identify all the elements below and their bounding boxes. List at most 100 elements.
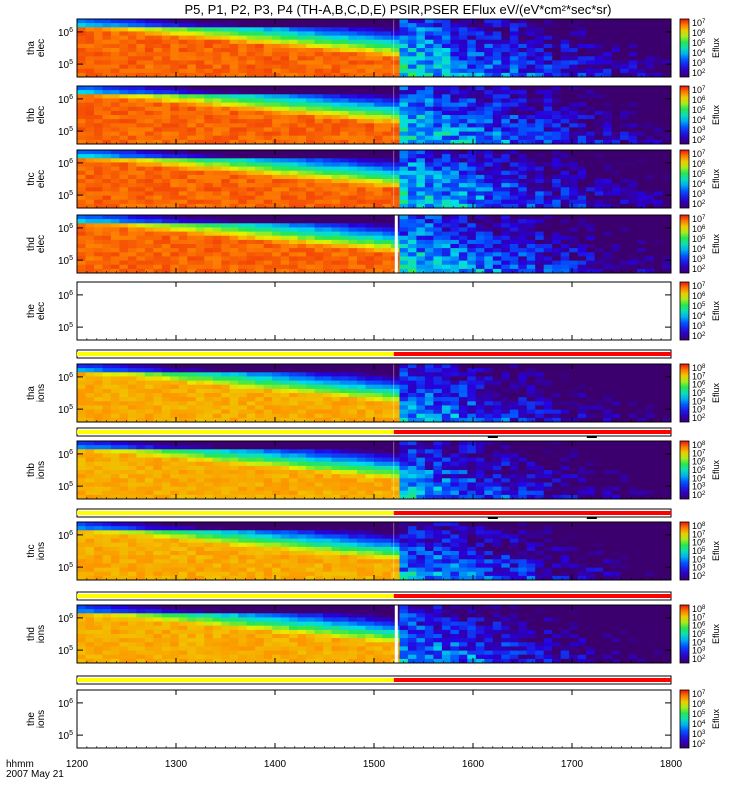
- heatmap-cell: [492, 119, 502, 124]
- heatmap-cell: [85, 223, 95, 228]
- heatmap-cell: [289, 235, 299, 241]
- heatmap-cell: [526, 158, 536, 163]
- heatmap-cell: [552, 139, 562, 144]
- heatmap-cell: [467, 264, 477, 270]
- heatmap-cell: [594, 23, 604, 28]
- heatmap-cell: [458, 139, 468, 144]
- heatmap-cell: [255, 268, 265, 273]
- heatmap-cell: [85, 86, 95, 91]
- heatmap-cell: [577, 174, 587, 180]
- heatmap-cell: [407, 150, 417, 155]
- heatmap-cell: [144, 260, 154, 266]
- heatmap-cell: [501, 56, 511, 61]
- heatmap-cell: [654, 110, 664, 116]
- heatmap-cell: [645, 174, 655, 180]
- heatmap-cell: [586, 191, 596, 197]
- heatmap-cell: [357, 23, 367, 28]
- heatmap-cell: [594, 235, 604, 241]
- heatmap-cell: [187, 158, 197, 163]
- heatmap-cell: [620, 183, 630, 188]
- heatmap-cell: [620, 35, 630, 41]
- heatmap-cell: [594, 183, 604, 188]
- heatmap-cell: [560, 183, 570, 188]
- heatmap-cell: [374, 191, 384, 197]
- heatmap-cell: [594, 102, 604, 108]
- heatmap-cell: [382, 372, 392, 377]
- heatmap-cell: [535, 115, 545, 120]
- heatmap-cell: [492, 60, 502, 66]
- heatmap-cell: [280, 60, 290, 66]
- heatmap-cell: [399, 219, 409, 224]
- heatmap-cell: [221, 102, 231, 108]
- heatmap-cell: [458, 94, 468, 99]
- heatmap-cell: [492, 27, 502, 32]
- heatmap-cell: [331, 239, 341, 245]
- heatmap-cell: [314, 364, 324, 369]
- heatmap-cell: [484, 98, 494, 104]
- heatmap-cell: [306, 115, 316, 120]
- heatmap-cell: [280, 139, 290, 144]
- heatmap-cell: [314, 72, 324, 77]
- heatmap-cell: [102, 256, 112, 262]
- heatmap-cell: [178, 409, 188, 415]
- heatmap-cell: [484, 52, 494, 57]
- heatmap-cell: [136, 60, 146, 66]
- heatmap-cell: [340, 372, 350, 377]
- heatmap-cell: [306, 393, 316, 398]
- heatmap-cell: [246, 115, 256, 120]
- heatmap-cell: [77, 244, 87, 249]
- heatmap-cell: [433, 162, 443, 168]
- heatmap-cell: [654, 68, 664, 74]
- heatmap-cell: [119, 252, 129, 257]
- y-tick-base: 10: [58, 95, 70, 106]
- heatmap-cell: [102, 417, 112, 422]
- y-axis-label: thbelec: [26, 106, 47, 124]
- heatmap-cell: [110, 364, 120, 369]
- heatmap-cell: [586, 119, 596, 124]
- heatmap-cell: [136, 154, 146, 159]
- heatmap-cell: [77, 39, 87, 45]
- heatmap-cell: [85, 52, 95, 57]
- heatmap-cell: [246, 19, 256, 24]
- heatmap-cell: [391, 94, 401, 99]
- heatmap-cell: [407, 115, 417, 120]
- heatmap-cell: [526, 86, 536, 91]
- heatmap-cell: [458, 191, 468, 197]
- heatmap-cell: [433, 199, 443, 205]
- heatmap-cell: [594, 123, 604, 128]
- heatmap-cell: [178, 376, 188, 382]
- heatmap-cell: [552, 170, 562, 176]
- heatmap-cell: [212, 162, 222, 168]
- heatmap-cell: [195, 179, 205, 184]
- heatmap-cell: [263, 405, 273, 411]
- heatmap-cell: [552, 195, 562, 201]
- heatmap-cell: [594, 162, 604, 168]
- heatmap-cell: [229, 131, 239, 137]
- colorbar-tick-exp: 3: [702, 190, 706, 196]
- heatmap-cell: [560, 264, 570, 270]
- heatmap-cell: [577, 23, 587, 28]
- heatmap-cell: [110, 174, 120, 180]
- heatmap-cell: [594, 64, 604, 70]
- heatmap-cell: [543, 56, 553, 61]
- heatmap-cell: [586, 260, 596, 266]
- heatmap-cell: [314, 158, 324, 163]
- heatmap-cell: [204, 98, 214, 104]
- heatmap-cell: [255, 384, 265, 390]
- heatmap-cell: [94, 380, 104, 386]
- heatmap-cell: [441, 179, 451, 184]
- heatmap-cell: [416, 268, 426, 273]
- heatmap-cell: [136, 102, 146, 108]
- heatmap-cell: [229, 64, 239, 70]
- heatmap-cell: [535, 68, 545, 74]
- heatmap-cell: [399, 60, 409, 66]
- heatmap-cell: [187, 135, 197, 141]
- heatmap-cell: [136, 231, 146, 237]
- heatmap-cell: [280, 227, 290, 233]
- colorbar-tick-exp: 7: [702, 215, 706, 221]
- heatmap-cell: [161, 154, 171, 159]
- heatmap-cell: [229, 98, 239, 104]
- heatmap-cell: [110, 191, 120, 197]
- heatmap-cell: [535, 43, 545, 49]
- heatmap-cell: [280, 372, 290, 377]
